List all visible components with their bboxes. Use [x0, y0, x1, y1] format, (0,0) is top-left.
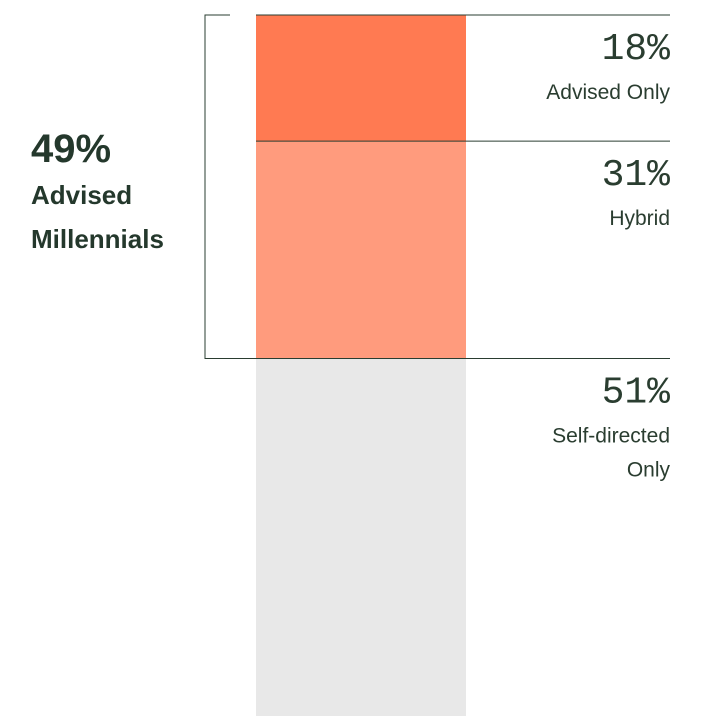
- bar-segment-self-directed-only: [256, 358, 466, 716]
- group-bracket-line: [204, 14, 256, 359]
- segment-value-self-directed-only: 51%: [602, 371, 671, 414]
- group-labels: 49% Advised Millennials: [31, 127, 164, 254]
- segment-label-self-directed-only: Only: [627, 458, 671, 481]
- group-label: Advised: [31, 180, 132, 210]
- group-bracket: [204, 14, 256, 359]
- segment-label-self-directed-only: Self-directed: [552, 424, 670, 447]
- bar-segments: [256, 15, 466, 716]
- bar-segment-advised-only: [256, 15, 466, 142]
- segment-label-advised-only: Advised Only: [546, 81, 670, 104]
- bar-segment-hybrid: [256, 141, 466, 359]
- group-value: 49%: [31, 127, 111, 171]
- segment-labels: 18% Advised Only 31% Hybrid 51% Self-directed…: [546, 28, 670, 481]
- segment-label-hybrid: Hybrid: [609, 207, 670, 230]
- segment-value-advised-only: 18%: [602, 28, 671, 71]
- group-label: Millennials: [31, 224, 164, 254]
- segment-dividers: [256, 14, 670, 359]
- segment-value-hybrid: 31%: [602, 154, 671, 197]
